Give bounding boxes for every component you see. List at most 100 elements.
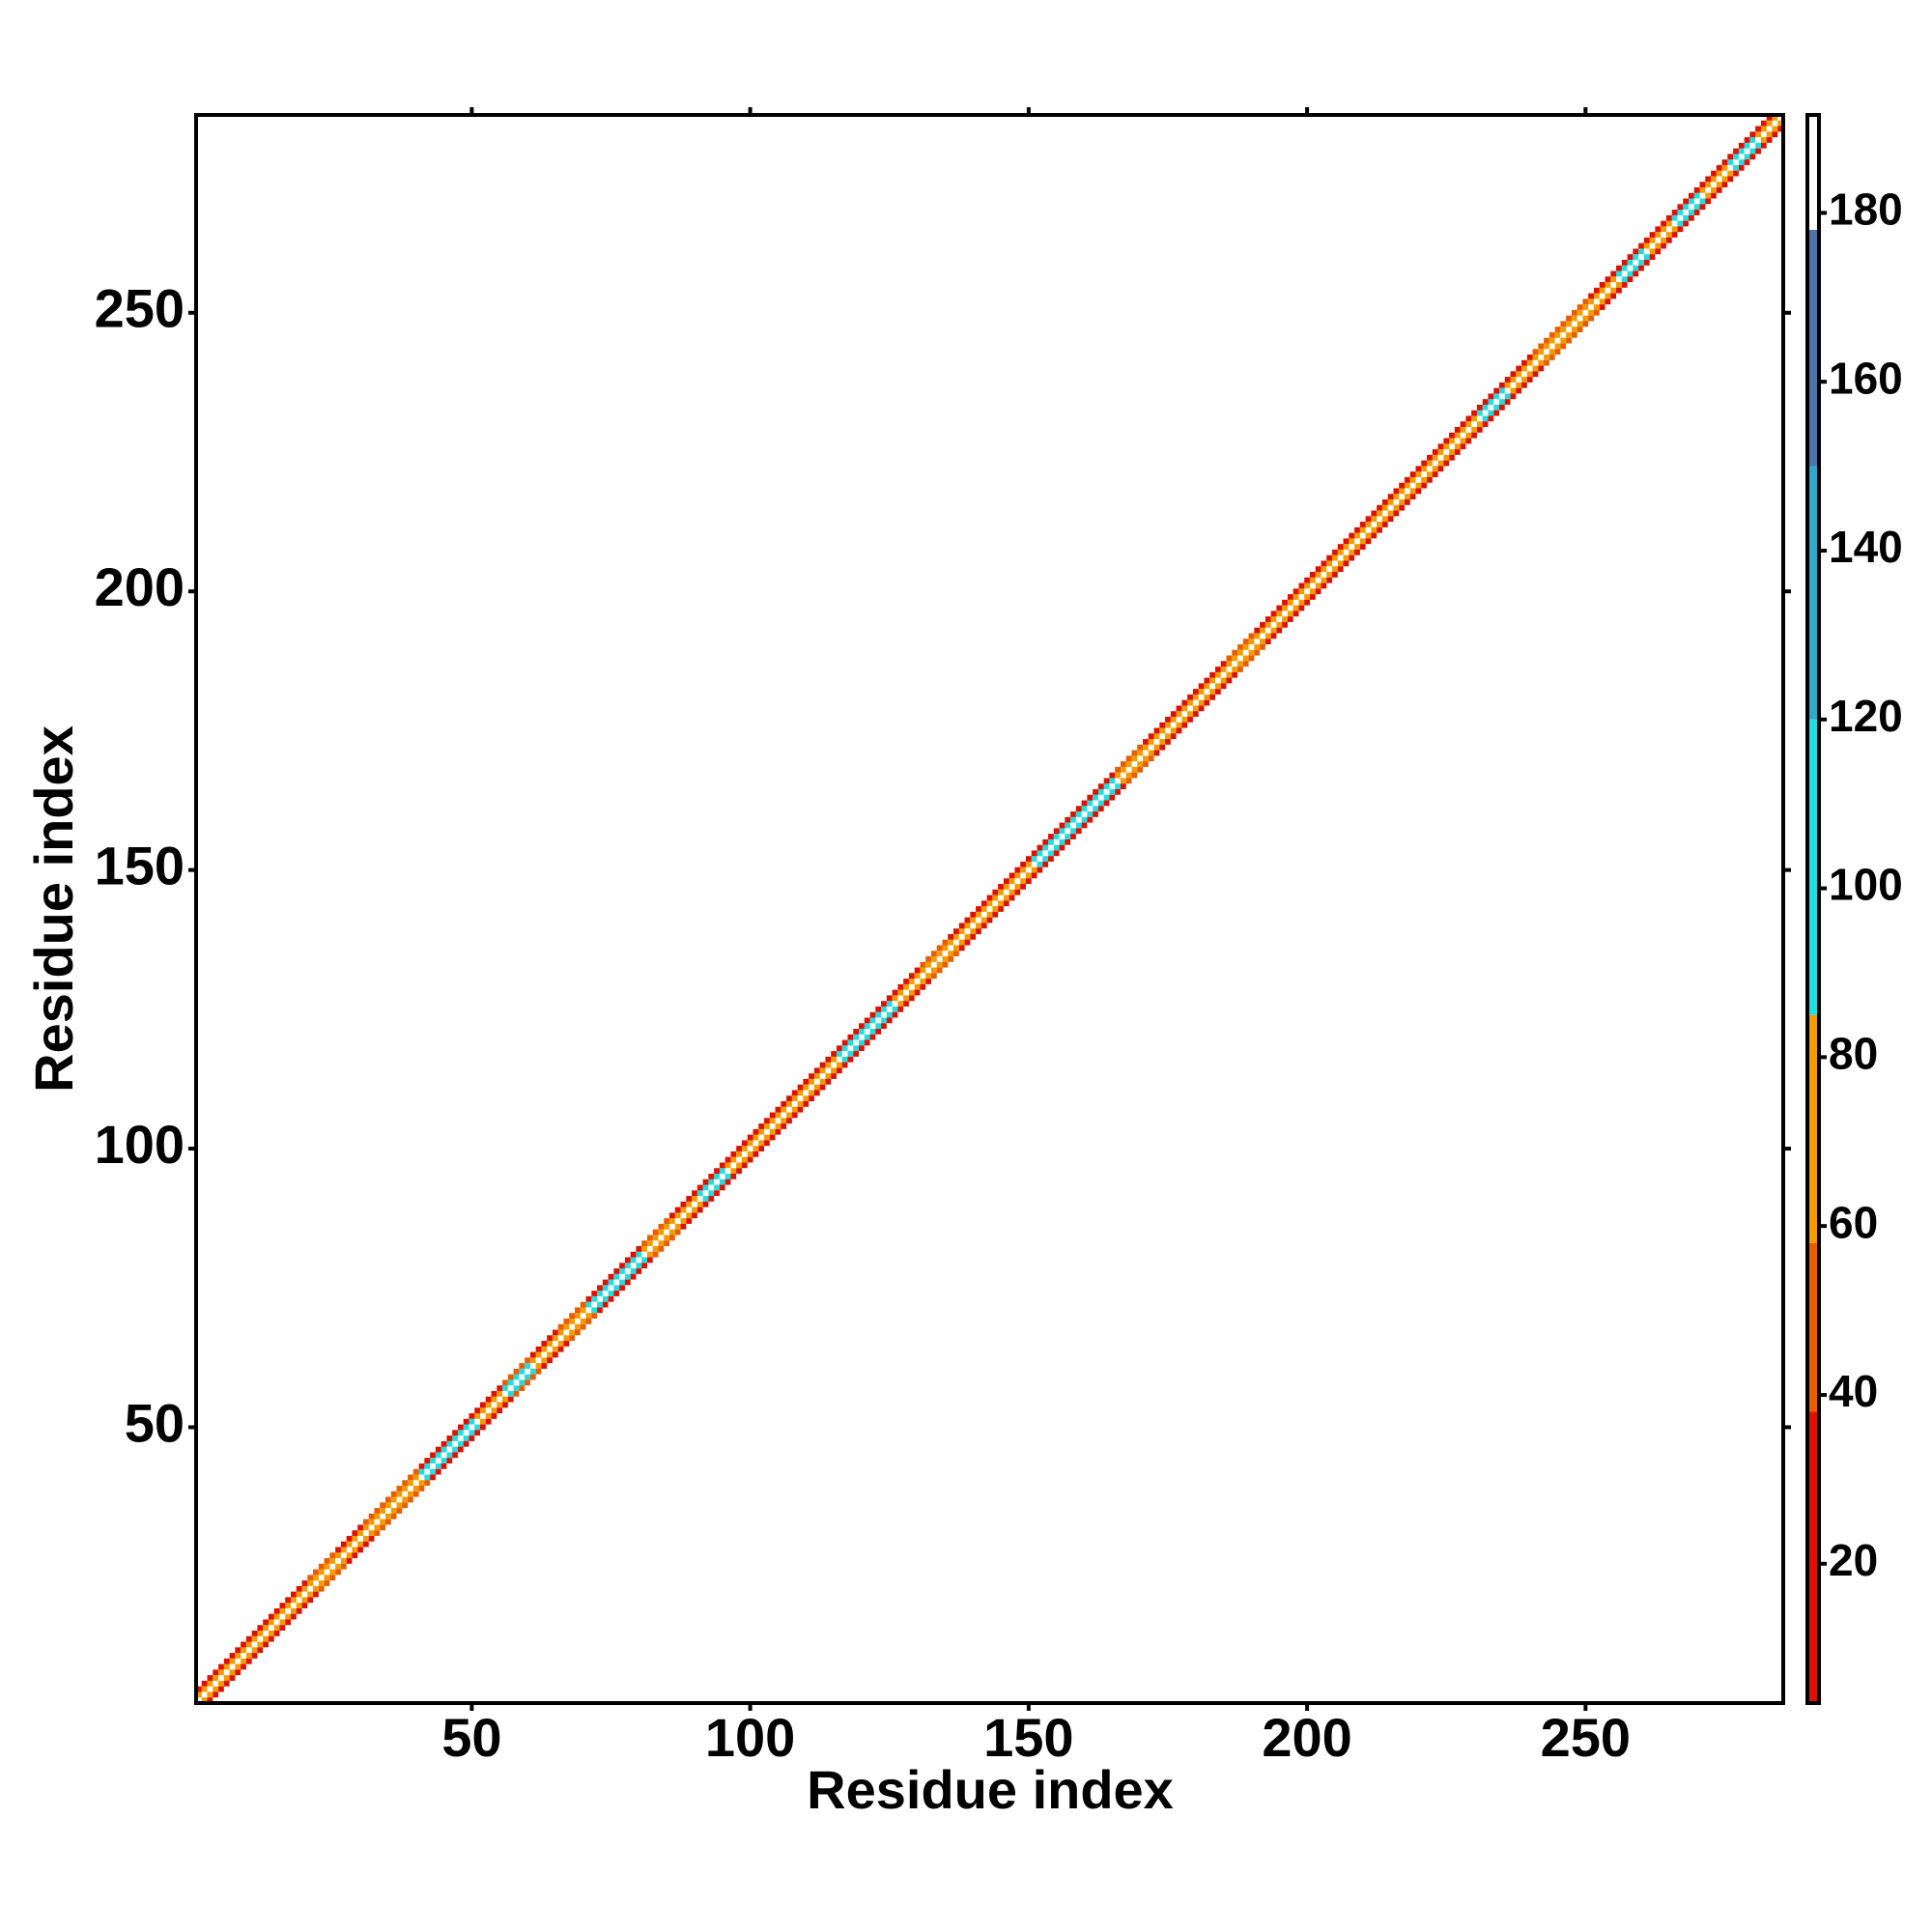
- heatmap-cell: [903, 979, 909, 984]
- heatmap-cell: [747, 1156, 753, 1163]
- heatmap-cell: [569, 1329, 576, 1336]
- heatmap-cell: [207, 1675, 213, 1681]
- heatmap-cell: [218, 1680, 224, 1687]
- heatmap-cell: [1399, 482, 1405, 489]
- heatmap-cell: [1031, 867, 1037, 873]
- heatmap-cell: [1365, 522, 1372, 527]
- heatmap-cell: [1209, 689, 1215, 695]
- heatmap-cell: [502, 1379, 508, 1386]
- heatmap-cell: [1471, 427, 1477, 433]
- heatmap-cell: [908, 989, 915, 996]
- heatmap-cell: [1465, 432, 1472, 439]
- heatmap-cell: [485, 1396, 492, 1403]
- heatmap-cell: [552, 1346, 558, 1352]
- heatmap-cell: [1409, 494, 1416, 500]
- heatmap-cell: [1276, 627, 1283, 634]
- heatmap-cell: [1009, 878, 1015, 885]
- heatmap-cell: [385, 1513, 391, 1520]
- heatmap-cell: [402, 1502, 409, 1509]
- heatmap-cell: [1053, 834, 1060, 839]
- heatmap-cell: [914, 967, 921, 974]
- heatmap-cell: [235, 1653, 242, 1659]
- heatmap-cell: [1548, 337, 1555, 344]
- heatmap-cell: [285, 1597, 292, 1604]
- heatmap-cell: [1148, 755, 1154, 762]
- heatmap-cell: [825, 1062, 832, 1068]
- heatmap-cell: [1248, 633, 1255, 639]
- heatmap-cell: [1075, 828, 1082, 835]
- heatmap-cell: [1716, 164, 1722, 171]
- heatmap-cell: [1075, 806, 1082, 812]
- heatmap-cell: [1432, 466, 1438, 472]
- heatmap-cell: [658, 1229, 665, 1236]
- heatmap-cell: [758, 1123, 765, 1129]
- heatmap-cell: [775, 1112, 781, 1119]
- heatmap-cell: [597, 1285, 603, 1292]
- heatmap-cell: [859, 1029, 865, 1035]
- heatmap-cell: [1120, 761, 1126, 767]
- heatmap-cell: [1075, 822, 1082, 829]
- heatmap-cell: [1538, 349, 1545, 355]
- heatmap-cell: [925, 979, 931, 984]
- heatmap-cell: [223, 1658, 230, 1664]
- heatmap-cell: [692, 1190, 697, 1197]
- heatmap-cell: [903, 1001, 909, 1007]
- heatmap-cell: [1488, 410, 1494, 416]
- heatmap-cell: [1432, 454, 1438, 461]
- heatmap-cell: [669, 1218, 675, 1224]
- heatmap-cell: [1349, 549, 1355, 555]
- heatmap-cell: [1649, 254, 1656, 260]
- heatmap-cell: [869, 1034, 876, 1040]
- heatmap-cell: [329, 1552, 336, 1559]
- heatmap-cell: [513, 1390, 520, 1397]
- heatmap-cell: [1693, 186, 1700, 193]
- heatmap-cell: [897, 1001, 904, 1007]
- heatmap-cell: [1593, 304, 1600, 310]
- heatmap-cell: [318, 1569, 325, 1576]
- heatmap-cell: [362, 1535, 369, 1542]
- heatmap-cell: [641, 1245, 647, 1252]
- heatmap-cell: [1415, 488, 1422, 495]
- heatmap-cell: [1293, 588, 1299, 595]
- heatmap-cell: [1232, 655, 1238, 662]
- heatmap-cell: [1226, 661, 1233, 668]
- heatmap-cell: [1103, 778, 1110, 784]
- heatmap-cell: [1020, 884, 1026, 890]
- heatmap-cell: [797, 1090, 804, 1096]
- heatmap-cell: [930, 973, 937, 980]
- heatmap-cell: [1165, 716, 1171, 723]
- heatmap-cell: [1254, 649, 1261, 656]
- heatmap-cell: [803, 1101, 810, 1107]
- colorbar-level: [1807, 1242, 1819, 1412]
- heatmap-cell: [491, 1407, 497, 1414]
- heatmap-cell: [474, 1407, 481, 1414]
- heatmap-cell: [1170, 727, 1177, 734]
- heatmap-cell: [273, 1625, 280, 1632]
- heatmap-cell: [335, 1563, 341, 1570]
- heatmap-cell: [201, 1680, 208, 1687]
- heatmap-cell: [1377, 526, 1382, 533]
- heatmap-cell: [1744, 154, 1750, 160]
- heatmap-cell: [724, 1162, 731, 1169]
- heatmap-cell: [1493, 410, 1499, 416]
- heatmap-cell: [346, 1535, 353, 1542]
- heatmap-cell: [1176, 711, 1182, 717]
- heatmap-cell: [368, 1513, 375, 1520]
- heatmap-cell: [1242, 655, 1249, 662]
- heatmap-cell: [491, 1413, 497, 1419]
- heatmap-cell: [958, 923, 965, 929]
- heatmap-cell: [602, 1295, 609, 1302]
- heatmap-cell: [970, 933, 977, 940]
- heatmap-cell: [1665, 232, 1672, 238]
- heatmap-cell: [307, 1575, 314, 1581]
- heatmap-cell: [1638, 265, 1644, 271]
- heatmap-cell: [385, 1496, 391, 1503]
- heatmap-cell: [552, 1329, 558, 1336]
- heatmap-cell: [736, 1162, 742, 1169]
- heatmap-cell: [1354, 532, 1360, 539]
- heatmap-cell: [480, 1418, 486, 1425]
- colorbar-tick-label: 60: [1829, 1197, 1878, 1247]
- heatmap-cell: [630, 1268, 637, 1274]
- heatmap-cell: [1749, 148, 1756, 155]
- heatmap-cell: [686, 1201, 693, 1208]
